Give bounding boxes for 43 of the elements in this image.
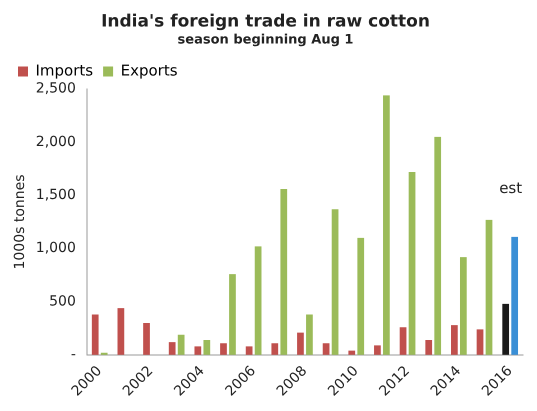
bar xyxy=(168,342,176,355)
bar xyxy=(486,220,492,355)
bar xyxy=(357,238,364,355)
legend-label: Imports xyxy=(36,61,94,80)
bar xyxy=(322,343,330,355)
bar xyxy=(246,346,253,355)
y-tick-label: 1,500 xyxy=(36,187,76,204)
bar xyxy=(220,343,227,355)
y-axis-title: 1000s tonnes xyxy=(12,174,28,270)
bar xyxy=(194,346,202,355)
y-tick-label: 500 xyxy=(49,293,76,310)
bar xyxy=(434,136,442,355)
bar xyxy=(297,332,304,355)
bar xyxy=(254,246,262,355)
bar xyxy=(203,340,210,355)
bar xyxy=(178,334,185,355)
bar xyxy=(408,172,416,355)
bar xyxy=(280,188,288,355)
y-tick-label: 2,500 xyxy=(36,80,76,97)
bar xyxy=(460,257,467,355)
chart-title: India's foreign trade in raw cotton xyxy=(101,12,430,32)
bar xyxy=(511,236,518,355)
bar xyxy=(451,325,458,355)
bar xyxy=(229,274,236,355)
bar xyxy=(306,314,313,355)
bar xyxy=(348,350,356,355)
bar xyxy=(476,329,484,355)
bar xyxy=(143,323,150,355)
y-tick-label: 2,000 xyxy=(36,134,76,150)
bar xyxy=(383,95,390,355)
bar xyxy=(425,340,432,355)
chart-subtitle: season beginning Aug 1 xyxy=(178,32,354,48)
bar xyxy=(374,345,381,355)
bar xyxy=(118,308,124,355)
y-tick-label: - xyxy=(70,346,76,363)
annotation: est xyxy=(499,179,522,198)
bar xyxy=(332,209,338,355)
bar xyxy=(400,327,406,355)
bar xyxy=(92,314,99,355)
y-tick-label: 1,000 xyxy=(36,240,76,256)
bar xyxy=(502,304,510,355)
bar xyxy=(271,343,278,355)
legend-label: Exports xyxy=(120,61,178,80)
